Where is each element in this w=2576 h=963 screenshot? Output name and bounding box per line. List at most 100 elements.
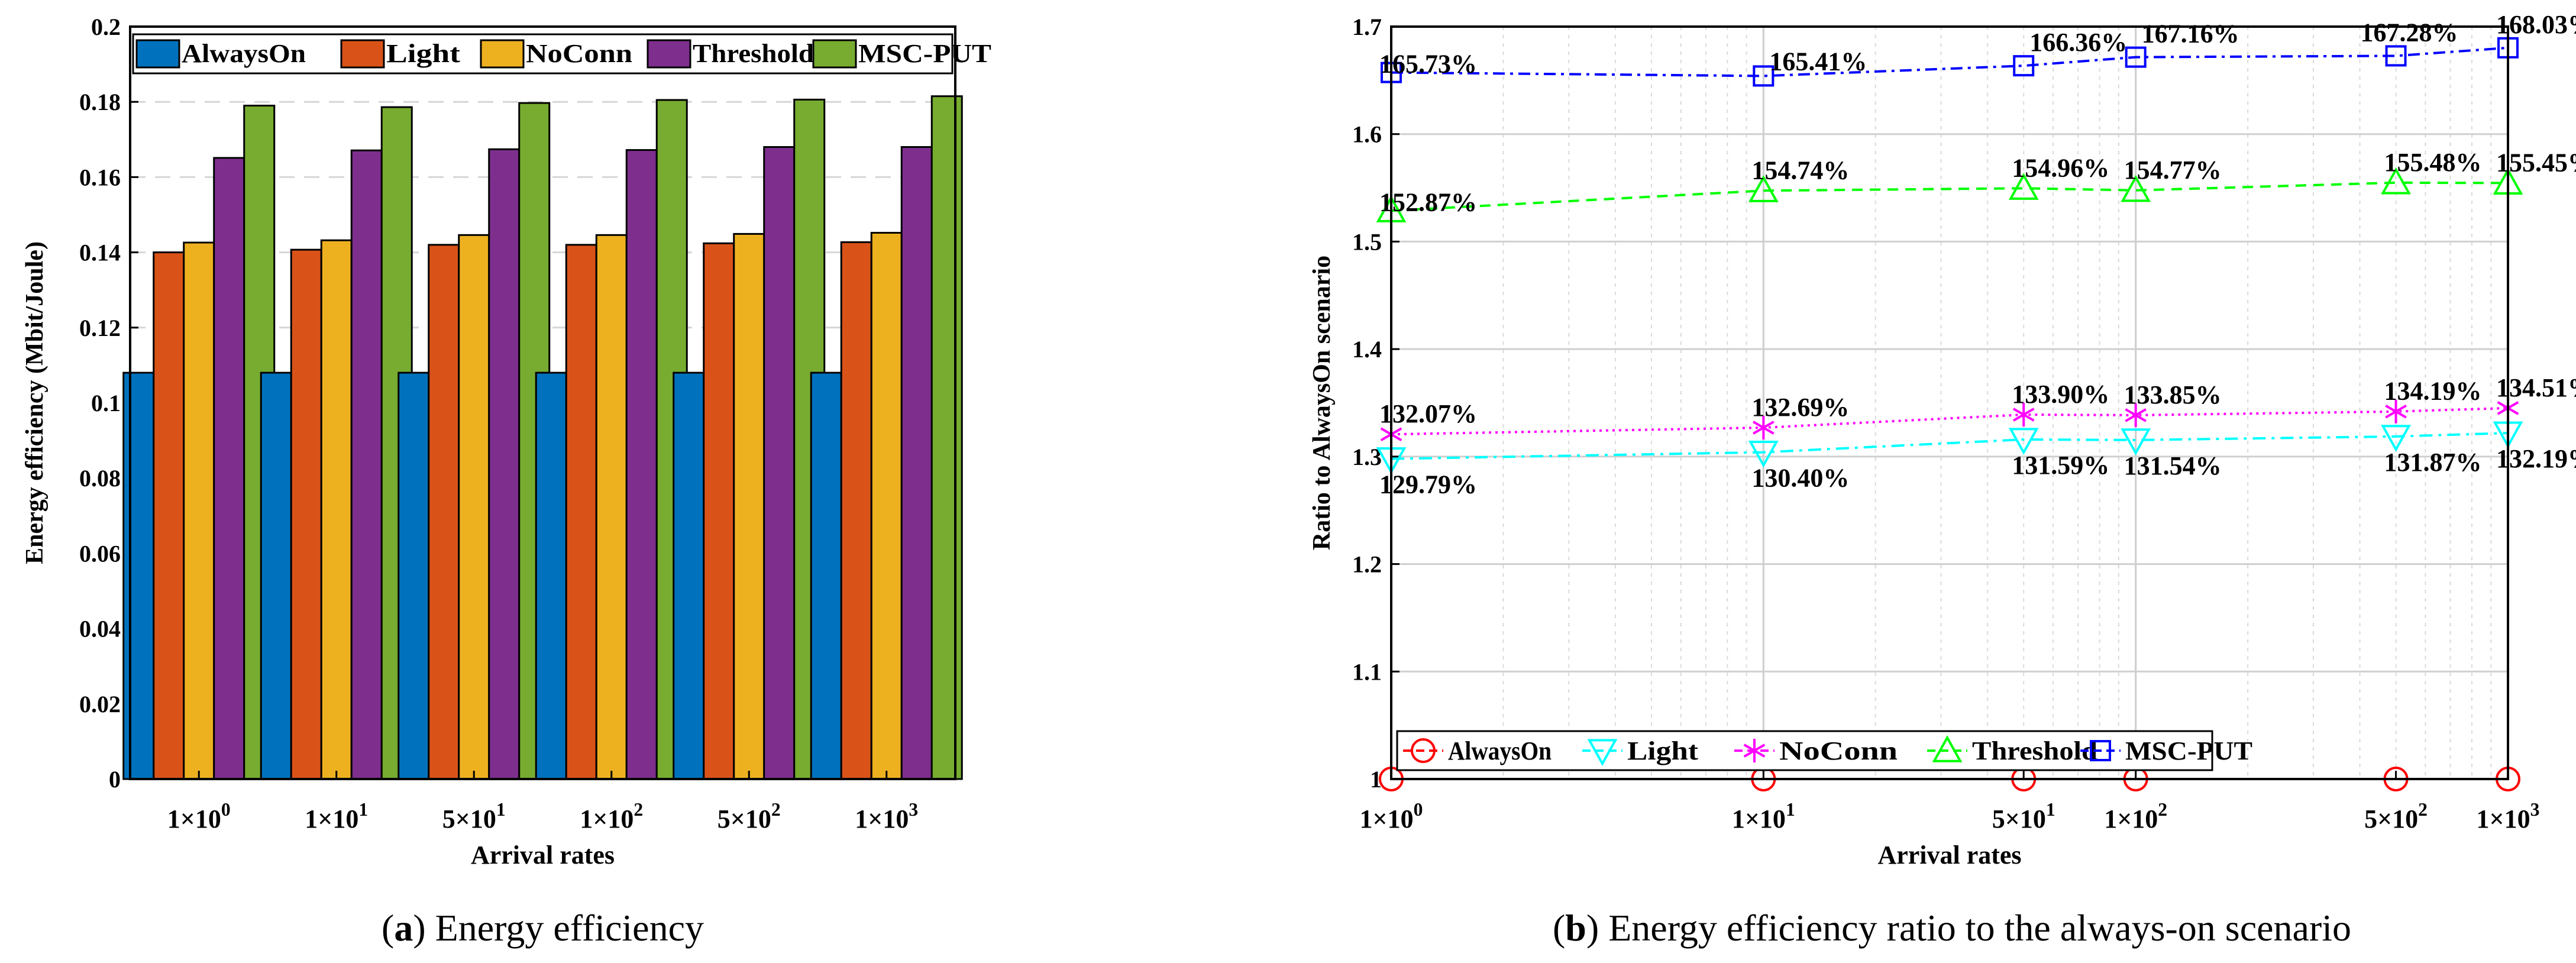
marker-msc-put xyxy=(1753,65,1775,87)
series-light: 129.79% 130.40% 131.59% 131.54% 131.87% 132.1… xyxy=(1376,421,2576,499)
bar-threshold xyxy=(350,149,383,780)
bar-alwayson xyxy=(260,371,292,780)
bar-noconn xyxy=(183,241,215,780)
x-tick-label: 5×101 xyxy=(442,799,506,833)
y-tick-label: 0 xyxy=(109,766,121,793)
x-tick-label-exponent: 3 xyxy=(2530,799,2540,820)
marker-threshold xyxy=(2008,173,2039,200)
plot-frame xyxy=(129,25,956,780)
marker-threshold xyxy=(2381,167,2411,195)
data-label-msc-put: 165.73% xyxy=(1379,50,1477,79)
caption-b-part-0: ( xyxy=(1553,907,1565,949)
x-tick-label-base: 5×10 xyxy=(1992,804,2046,833)
legend-marker-msc-put xyxy=(2090,740,2111,761)
bar-noconn xyxy=(458,234,490,780)
x-tick-label-exponent: 1 xyxy=(496,799,506,820)
legend-label-alwayson: AlwaysOn xyxy=(1448,736,1552,765)
x-tick-label-exponent: 1 xyxy=(1786,799,1795,820)
x-tick-label-exponent: 1 xyxy=(358,799,368,820)
x-tick-label-base: 1×10 xyxy=(305,804,358,833)
y-axis-label: Ratio to AlwaysOn scenario xyxy=(1308,256,1336,550)
legend-marker-noconn xyxy=(1743,739,1766,762)
bar-light xyxy=(703,242,735,780)
marker-msc-put xyxy=(2125,46,2147,68)
data-label-msc-put: 167.28% xyxy=(2361,18,2458,47)
legend-swatch-threshold xyxy=(647,39,691,69)
y-tick-label: 1.7 xyxy=(1352,14,1382,40)
legend-label-light: Light xyxy=(386,39,460,68)
y-tick-label: 0.02 xyxy=(79,691,121,718)
x-tick-label-exponent: 0 xyxy=(1414,799,1423,820)
x-tick-label-exponent: 2 xyxy=(2418,799,2428,820)
data-label-light: 129.79% xyxy=(1379,470,1477,499)
marker-noconn-stroke xyxy=(2012,408,2035,422)
y-axis-label: Energy efficiency (Mbit/Joule) xyxy=(21,241,49,564)
x-tick-label-base: 5×10 xyxy=(2364,804,2418,833)
x-tick-label-base: 1×10 xyxy=(167,804,221,833)
x-axis-label: Arrival rates xyxy=(1877,841,2021,870)
legend-box xyxy=(1396,730,2213,771)
data-label-light: 132.19% xyxy=(2496,444,2576,473)
y-tick-label: 0.08 xyxy=(79,465,121,492)
x-tick-label-exponent: 1 xyxy=(2046,799,2055,820)
marker-noconn-stroke xyxy=(1753,421,1775,435)
caption-b-part-2: ) Energy efficiency ratio to the always-… xyxy=(1586,907,2351,949)
x-tick-label: 1×101 xyxy=(1732,799,1795,833)
marker-light xyxy=(2381,425,2411,452)
x-tick-label: 5×101 xyxy=(1992,799,2055,833)
y-tick-label: 0.16 xyxy=(79,164,121,190)
y-tick-label: 1.1 xyxy=(1352,658,1382,685)
marker-msc-put xyxy=(2385,45,2407,67)
y-tick-label: 1.6 xyxy=(1352,121,1382,148)
marker-threshold xyxy=(2121,174,2151,202)
legend-marker-alwayson xyxy=(1411,738,1436,763)
marker-threshold xyxy=(1748,175,1779,202)
series-line-noconn xyxy=(1391,406,2509,436)
legend-label-msc-put: MSC-PUT xyxy=(858,39,991,68)
data-label-msc-put: 168.03% xyxy=(2496,10,2576,39)
x-tick-label-exponent: 2 xyxy=(634,799,643,820)
x-tick-label-base: 5×10 xyxy=(717,804,771,833)
x-tick-label: 1×100 xyxy=(1360,799,1423,833)
caption-a-part-0: ( xyxy=(382,907,394,949)
caption-b: (b) Energy efficiency ratio to the alway… xyxy=(1553,907,2351,949)
bar-threshold xyxy=(625,149,658,780)
bar-threshold xyxy=(213,157,245,780)
bar-noconn xyxy=(595,234,628,780)
legend-swatch-noconn xyxy=(480,39,525,69)
data-label-noconn: 132.07% xyxy=(1379,399,1477,428)
x-tick-label-base: 1×10 xyxy=(1732,804,1786,833)
bar-light xyxy=(428,244,460,780)
data-label-noconn: 133.90% xyxy=(2012,380,2109,409)
bar-noconn xyxy=(870,232,903,780)
marker-noconn xyxy=(2012,402,2035,426)
y-tick-label: 1.4 xyxy=(1352,336,1382,363)
bar-noconn xyxy=(320,239,353,780)
series-line-threshold xyxy=(1391,181,2509,212)
legend: AlwaysOn Light NoConn Threshold MSC-PUT xyxy=(132,33,991,75)
data-label-msc-put: 166.36% xyxy=(2029,28,2127,57)
legend-label-noconn: NoConn xyxy=(526,39,632,68)
marker-noconn-stroke xyxy=(2125,408,2147,422)
caption-a-part-2: ) Energy efficiency xyxy=(413,907,704,949)
legend: AlwaysOn Light NoConn Threshold MSC-PUT xyxy=(1396,730,2252,771)
plot-frame xyxy=(1390,25,2509,780)
bar-alwayson xyxy=(122,371,155,780)
marker-msc-put xyxy=(2013,55,2035,77)
data-label-threshold: 152.87% xyxy=(1379,188,1477,216)
legend-label-msc-put: MSC-PUT xyxy=(2125,736,2252,765)
legend-label-light: Light xyxy=(1627,736,1698,765)
x-tick-label-base: 1×10 xyxy=(2104,804,2158,833)
line-chart-efficiency-ratio: 11.11.21.31.41.51.61.71×100 1×101 5×101 1×1… xyxy=(1308,10,2576,949)
marker-noconn-stroke xyxy=(2385,404,2407,419)
data-label-noconn: 133.85% xyxy=(2124,380,2222,409)
data-label-threshold: 155.48% xyxy=(2384,148,2482,177)
marker-light xyxy=(2121,428,2151,455)
y-tick-label: 1.5 xyxy=(1352,228,1382,255)
bar-alwayson xyxy=(535,371,567,780)
legend-marker-light xyxy=(1587,739,1618,767)
x-tick-label: 5×102 xyxy=(717,799,781,833)
bar-light xyxy=(565,244,597,780)
y-tick-label: 0.12 xyxy=(79,315,121,341)
x-tick-label-base: 1×10 xyxy=(580,804,634,833)
